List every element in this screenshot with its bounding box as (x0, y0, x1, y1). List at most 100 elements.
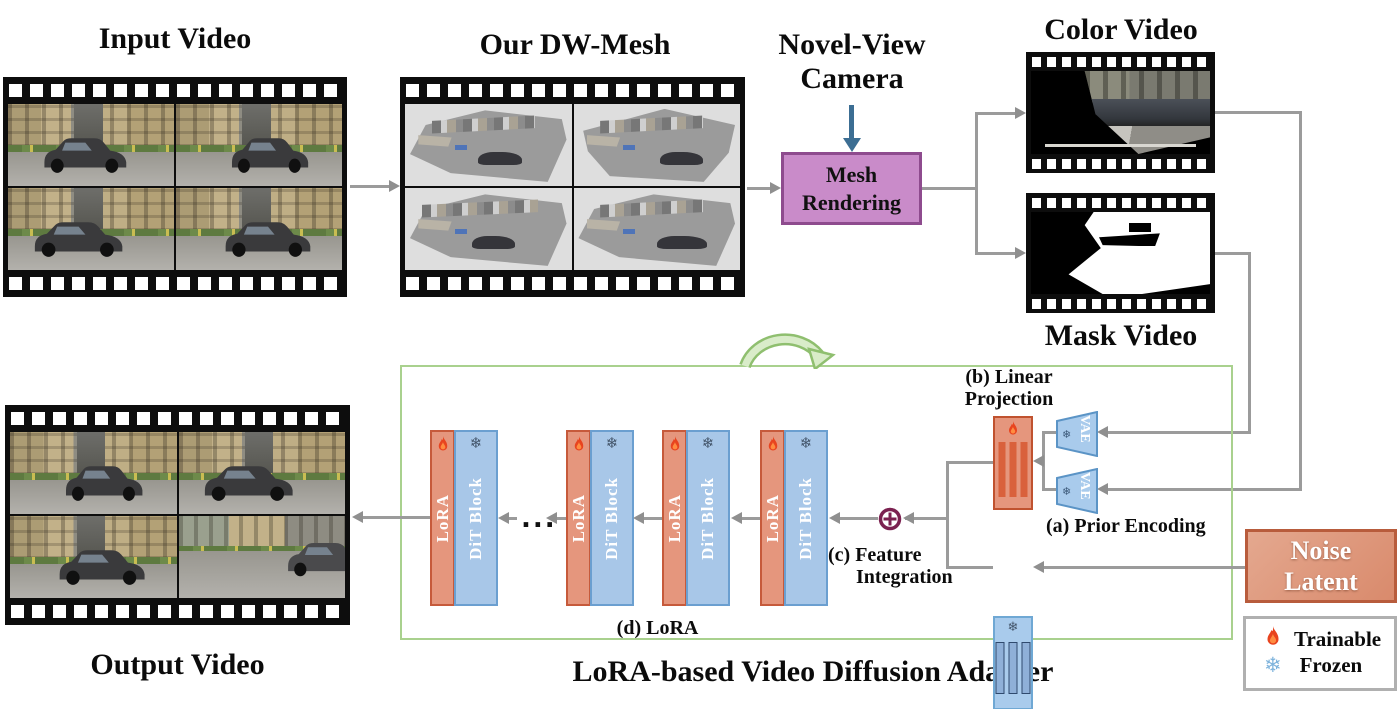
mesh-frame (405, 188, 572, 270)
connector-projection-out (946, 461, 993, 464)
connector-to-mask-video (975, 252, 1016, 255)
output-video-filmstrip (5, 405, 350, 625)
novel-view-camera-label: Novel-View Camera (778, 28, 926, 95)
diagram-title: LoRA-based Video Diffusion Adapter (572, 655, 1054, 688)
mesh-frame (573, 188, 740, 270)
dit-label: DiT Block (698, 476, 717, 560)
connector-to-color-video (975, 112, 1016, 115)
connector-renderer-out (922, 187, 978, 190)
dit-block: ❄ DiT Block (686, 430, 730, 606)
dit-block: ❄ DiT Block (590, 430, 634, 606)
film-sprockets (8, 273, 342, 294)
arrowhead (903, 512, 914, 524)
flame-icon (436, 436, 450, 457)
connector (1042, 431, 1058, 434)
mask-video-filmstrip (1026, 193, 1215, 313)
car-silhouette (44, 138, 127, 173)
lora-label: LoRA (664, 493, 684, 543)
legend-frozen-row: ❄ Frozen (1264, 652, 1394, 678)
connector-color-vertical (1299, 111, 1302, 491)
film-sprockets (1031, 195, 1210, 210)
connector-color-right (1215, 111, 1302, 114)
film-sprockets (1031, 156, 1210, 171)
arrowhead (1015, 107, 1026, 119)
flame-icon (766, 436, 780, 457)
vae-label: VAE (1077, 415, 1092, 443)
connector-plus-to-dit (839, 517, 878, 520)
video-frame (176, 104, 342, 186)
connector-input-to-mesh (350, 185, 390, 188)
snowflake-icon: ❄ (1264, 653, 1282, 677)
color-video-frame (1031, 71, 1210, 154)
lora-column: LoRA (662, 430, 687, 606)
arrowhead (498, 512, 509, 524)
arrowhead (829, 512, 840, 524)
arrowhead (1097, 483, 1108, 495)
mesh-frame (405, 104, 572, 186)
snowflake-icon: ❄ (1007, 620, 1019, 635)
loop-arrow-icon (739, 333, 836, 369)
dit-label: DiT Block (602, 476, 621, 560)
snowflake-icon: ❄ (701, 434, 715, 452)
film-sprockets (8, 80, 342, 101)
lora-label: LoRA (762, 493, 782, 543)
vae-encoder-top (1056, 411, 1098, 457)
feature-integration-plus-icon (878, 507, 902, 531)
arrowhead (1033, 561, 1044, 573)
flame-icon (1007, 421, 1020, 441)
lora-column: LoRA (566, 430, 591, 606)
connector (643, 517, 662, 520)
noise-latent-label: Noise Latent (1284, 535, 1358, 596)
snowflake-icon: ❄ (1062, 428, 1072, 441)
arrowhead (1015, 247, 1026, 259)
lora-dit-pair-1: LoRA ❄ DiT Block (430, 430, 498, 606)
film-sprockets (1031, 296, 1210, 311)
video-frame (178, 432, 345, 514)
connector-dwmesh-to-renderer (747, 187, 771, 190)
flame-icon (572, 436, 586, 457)
film-sprockets (10, 601, 345, 622)
projection-bars (998, 442, 1028, 497)
film-sprockets (1031, 54, 1210, 69)
step-b-label: (b) Linear Projection (964, 366, 1054, 411)
vae-encoder-bottom (1056, 468, 1098, 514)
film-sprockets (405, 80, 740, 101)
connector-color-to-vae (1108, 488, 1302, 491)
video-frame (8, 104, 174, 186)
output-video-title: Output Video (90, 648, 265, 681)
lora-dit-pair-2: LoRA ❄ DiT Block (566, 430, 634, 606)
arrowhead (546, 512, 557, 524)
flame-icon (668, 436, 682, 457)
connector-split-vertical (975, 112, 978, 255)
dit-block: ❄ DiT Block (784, 430, 828, 606)
video-frame (178, 516, 345, 598)
connector (505, 517, 517, 520)
connector (556, 517, 566, 520)
legend-trainable-row: Trainable (1264, 625, 1394, 652)
linear-projection-block (993, 416, 1033, 510)
color-video-filmstrip (1026, 52, 1215, 173)
mesh-rendering-box: Mesh Rendering (781, 152, 922, 225)
snowflake-icon: ❄ (469, 434, 483, 452)
lora-dit-pair-3: LoRA ❄ DiT Block (662, 430, 730, 606)
step-c-label: (c) Feature Integration (828, 544, 953, 589)
connector-mask-vertical (1248, 252, 1251, 434)
dit-label: DiT Block (466, 476, 485, 560)
step-d-label: (d) LoRA (616, 617, 699, 639)
lora-label: LoRA (432, 493, 452, 543)
camera-arrow-head (843, 138, 861, 152)
video-frame (176, 188, 342, 270)
input-video-title: Input Video (98, 22, 252, 55)
arrowhead (389, 180, 400, 192)
connector-latent-out (946, 566, 993, 569)
connector-mask-right (1215, 252, 1251, 255)
arrowhead (731, 512, 742, 524)
arrowhead (770, 182, 781, 194)
dit-label: DiT Block (796, 476, 815, 560)
video-frame (10, 432, 177, 514)
noise-latent-box: Noise Latent (1245, 529, 1397, 603)
connector-mask-to-vae (1108, 431, 1251, 434)
connector-noise-to-latent (1043, 566, 1245, 569)
dit-block: ❄ DiT Block (454, 430, 498, 606)
